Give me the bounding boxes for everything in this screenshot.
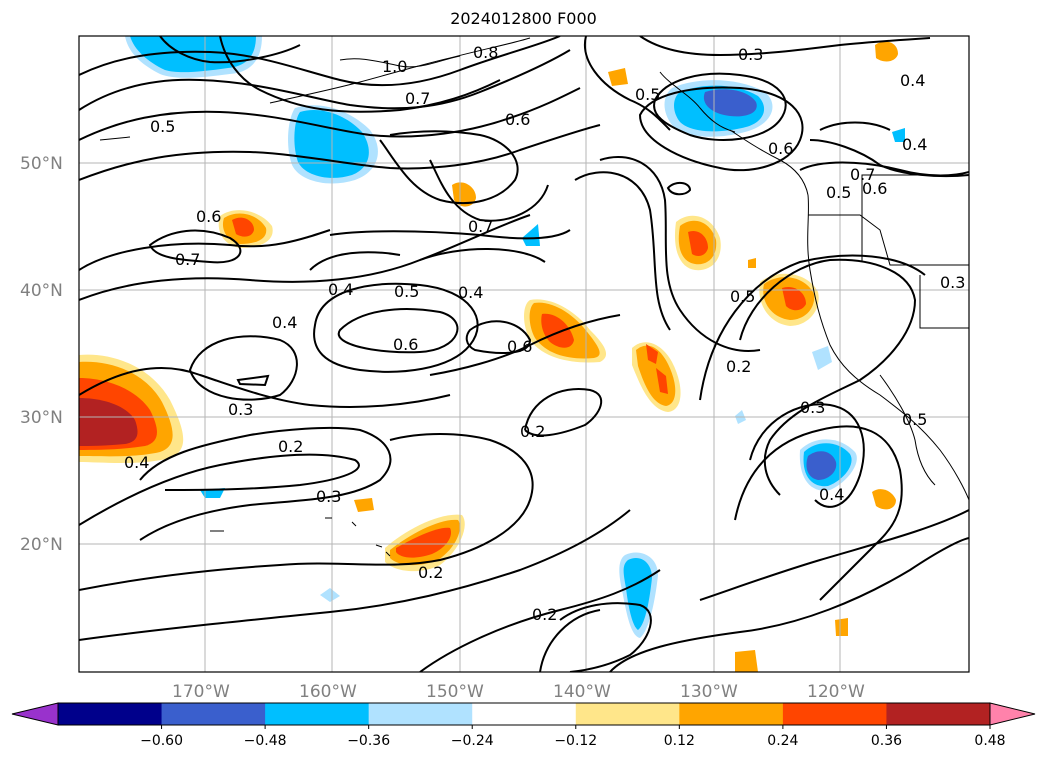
contour-label-group: 1.0 0.8 0.7 0.5 0.6 0.3 0.5 0.4 0.7 0.6 … — [124, 43, 965, 624]
contour-label: 0.6 — [862, 179, 887, 198]
positive-anomaly-patch — [232, 217, 254, 237]
colorbar-tick-label: −0.12 — [554, 733, 597, 749]
contour-label: 0.7 — [850, 165, 875, 184]
contour-label: 0.5 — [394, 282, 419, 301]
negative-anomaly-patch — [703, 89, 757, 117]
positive-anomaly-patch — [396, 527, 452, 558]
colorbar-tick-label: 0.12 — [664, 733, 695, 749]
negative-anomaly-patch — [892, 128, 905, 142]
contour-label: 0.3 — [228, 400, 253, 419]
contour-label: 0.5 — [635, 85, 660, 104]
contour-label: 0.8 — [473, 43, 498, 62]
contour-label: 0.7 — [405, 89, 430, 108]
colorbar-tick-label: −0.36 — [347, 733, 390, 749]
contour-label: 0.3 — [738, 45, 763, 64]
lat-label: 40°N — [20, 281, 63, 301]
contour-label: 1.0 — [382, 57, 407, 76]
negative-anomaly-patch — [812, 346, 832, 370]
latitude-labels: 50°N 40°N 30°N 20°N — [20, 154, 63, 555]
contour-label: 0.2 — [726, 357, 751, 376]
contour-label: 0.5 — [902, 410, 927, 429]
negative-anomaly-patch — [522, 224, 540, 246]
contour-label: 0.5 — [730, 287, 755, 306]
contour-label: 0.4 — [458, 283, 483, 302]
contour-label: 0.6 — [768, 139, 793, 158]
map-title: 2024012800 F000 — [450, 9, 597, 28]
lat-label: 20°N — [20, 535, 63, 555]
colorbar-segment — [782, 703, 887, 725]
colorbar-segment — [575, 703, 680, 725]
colorbar-segment — [679, 703, 784, 725]
contour-label: 0.6 — [507, 337, 532, 356]
contour-label: 0.2 — [278, 437, 303, 456]
negative-anomaly-patch — [806, 451, 837, 480]
negative-anomaly-patch — [623, 558, 652, 630]
colorbar-segment — [472, 703, 577, 725]
contour-label: 0.4 — [819, 485, 844, 504]
contour-label: 0.2 — [418, 563, 443, 582]
lon-label: 150°W — [426, 682, 484, 702]
contour-label: 0.5 — [150, 117, 175, 136]
colorbar-tick-label: −0.48 — [244, 733, 287, 749]
colorbar-tick-label: −0.24 — [451, 733, 494, 749]
contour-label: 0.5 — [826, 183, 851, 202]
colorbar-extend-high — [989, 702, 1036, 726]
positive-anomaly-patch — [608, 68, 628, 86]
colorbar-segment — [58, 703, 163, 725]
positive-anomaly-patch — [541, 313, 574, 348]
contour-label: 0.3 — [800, 398, 825, 417]
lon-label: 140°W — [553, 682, 611, 702]
contour-label: 0.3 — [940, 273, 965, 292]
positive-anomaly-patch — [835, 618, 848, 636]
colorbar: −0.60 −0.48 −0.36 −0.24 −0.12 0.12 0.24 0.36 0.4… — [11, 702, 1036, 749]
positive-anomaly-patch — [782, 286, 806, 311]
contour-label: 0.6 — [393, 335, 418, 354]
positive-anomaly-patch — [354, 498, 374, 512]
lon-label: 170°W — [172, 682, 230, 702]
contour-label: 0.6 — [196, 207, 221, 226]
longitude-labels: 170°W 160°W 150°W 140°W 130°W 120°W — [172, 682, 865, 702]
colorbar-segment — [161, 703, 266, 725]
positive-anomaly-patch — [872, 489, 896, 510]
positive-anomaly-patch — [748, 258, 756, 268]
lat-label: 30°N — [20, 408, 63, 428]
contour-label: 0.4 — [272, 313, 297, 332]
contour-label: 0.7 — [468, 217, 493, 236]
contour-label: 0.4 — [124, 453, 149, 472]
colorbar-segment — [265, 703, 370, 725]
colorbar-tick-label: 0.48 — [974, 733, 1005, 749]
colorbar-extend-low — [11, 702, 59, 726]
coastlines — [99, 37, 969, 557]
contour-label: 0.3 — [316, 487, 341, 506]
colorbar-frame — [57, 702, 991, 726]
positive-anomaly-patch — [79, 398, 138, 446]
positive-anomaly-patch — [735, 650, 758, 672]
lon-label: 130°W — [680, 682, 738, 702]
colorbar-segment — [886, 703, 991, 725]
map-frame — [78, 35, 970, 673]
colorbar-tick-label: −0.60 — [140, 733, 183, 749]
contour-label: 0.7 — [175, 250, 200, 269]
contour-label: 0.6 — [505, 110, 530, 129]
contour-label: 0.4 — [900, 71, 925, 90]
colorbar-tick-label: 0.24 — [767, 733, 798, 749]
positive-anomaly-patch — [452, 182, 476, 207]
lon-label: 120°W — [807, 682, 865, 702]
contour-lines — [79, 36, 969, 672]
contour-label: 0.4 — [328, 280, 353, 299]
positive-anomaly-patch — [646, 344, 668, 394]
lon-label: 160°W — [299, 682, 357, 702]
graticule — [79, 36, 969, 672]
colorbar-segment — [368, 703, 473, 725]
positive-anomaly-patch — [875, 41, 898, 62]
negative-anomaly-patch — [320, 588, 340, 602]
contour-label: 0.4 — [902, 135, 927, 154]
contour-label: 0.2 — [520, 422, 545, 441]
colorbar-tick-label: 0.36 — [871, 733, 902, 749]
lat-label: 50°N — [20, 154, 63, 174]
contour-label: 0.2 — [532, 605, 557, 624]
positive-anomaly-patch — [688, 230, 708, 256]
